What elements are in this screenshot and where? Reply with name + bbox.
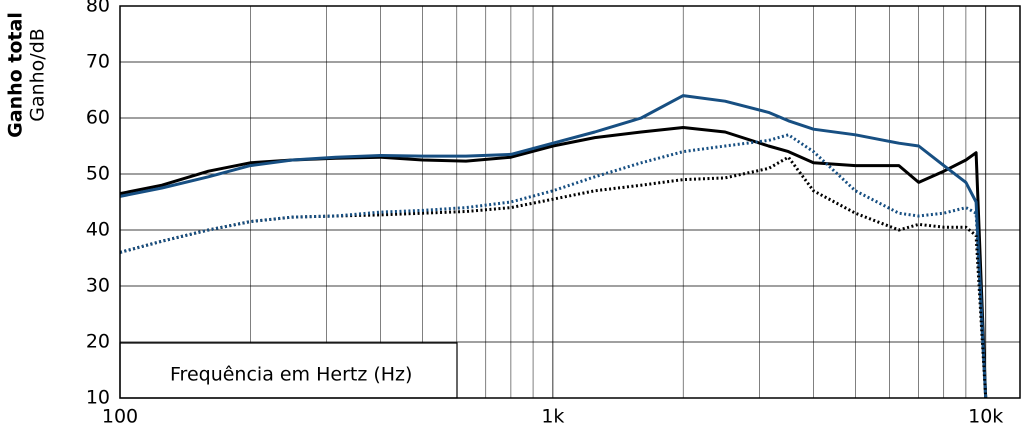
x-tick-label: 1k — [541, 406, 564, 428]
x-axis-label: Frequência em Hertz (Hz) — [170, 364, 412, 386]
series-line — [119, 133, 988, 399]
y-tick-label: 20 — [86, 331, 110, 353]
grid — [119, 5, 1020, 399]
series-line — [119, 94, 988, 399]
y-tick-label: 70 — [86, 51, 110, 73]
y-tick-label: 10 — [86, 387, 110, 409]
y-tick-label: 60 — [86, 107, 110, 129]
y-tick-label: 80 — [86, 0, 110, 17]
y-axis-label: Ganho total — [5, 12, 27, 138]
x-label-box — [119, 342, 458, 399]
x-tick-label: 100 — [102, 406, 138, 428]
plot-frame — [119, 5, 1021, 399]
y-tick-label: 30 — [86, 275, 110, 297]
lines — [119, 94, 988, 399]
y-tick-label: 40 — [86, 219, 110, 241]
x-tick-label: 10k — [968, 406, 1003, 428]
y-axis-unit: Ganho/dB — [27, 28, 49, 122]
y-tick-label: 50 — [86, 163, 110, 185]
